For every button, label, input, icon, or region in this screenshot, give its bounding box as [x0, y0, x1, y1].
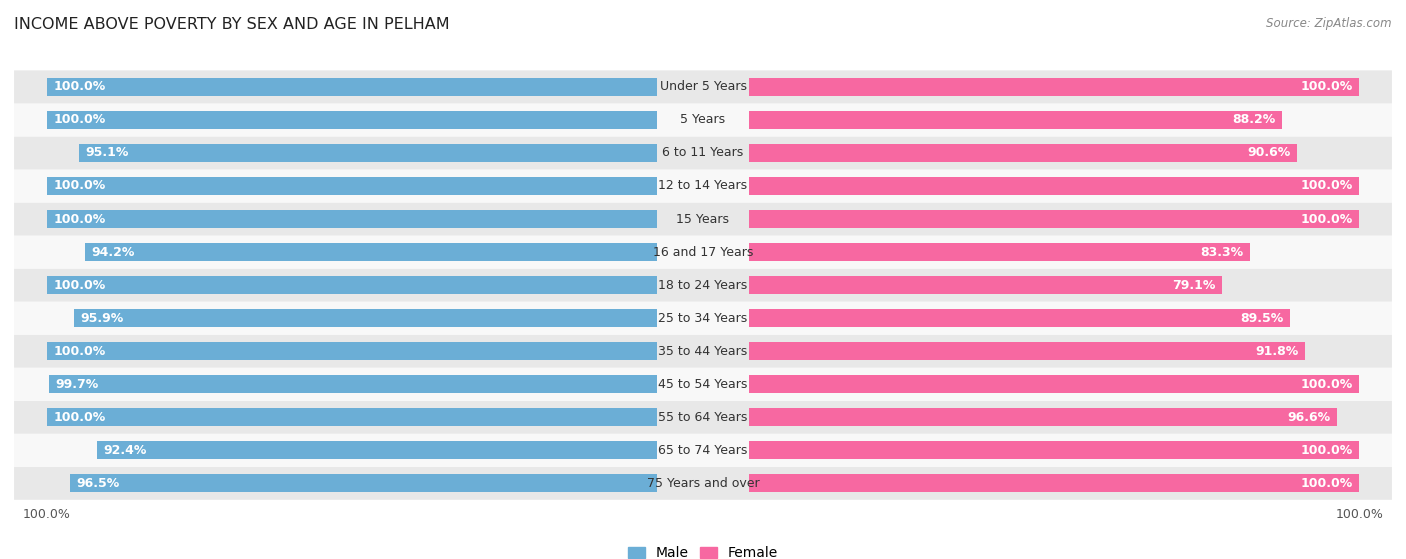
Text: 12 to 14 Years: 12 to 14 Years [658, 179, 748, 192]
Bar [749, 342, 1305, 360]
Bar [749, 408, 1337, 427]
Text: 95.1%: 95.1% [86, 146, 129, 159]
Text: 100.0%: 100.0% [53, 113, 105, 126]
Bar [749, 78, 1360, 96]
FancyBboxPatch shape [14, 169, 1392, 202]
Text: 91.8%: 91.8% [1256, 345, 1299, 358]
Bar [749, 243, 1250, 261]
Text: 96.6%: 96.6% [1286, 411, 1330, 424]
Bar [749, 111, 1282, 129]
Bar [46, 78, 657, 96]
Bar [73, 309, 657, 327]
FancyBboxPatch shape [14, 202, 1392, 235]
Text: 100.0%: 100.0% [53, 179, 105, 192]
Text: 55 to 64 Years: 55 to 64 Years [658, 411, 748, 424]
FancyBboxPatch shape [14, 467, 1392, 500]
Text: 88.2%: 88.2% [1232, 113, 1275, 126]
Text: 89.5%: 89.5% [1240, 311, 1284, 325]
Text: 100.0%: 100.0% [1301, 80, 1353, 93]
Bar [749, 441, 1360, 459]
Text: 100.0%: 100.0% [22, 508, 70, 521]
Bar [46, 210, 657, 228]
FancyBboxPatch shape [14, 434, 1392, 467]
Text: 100.0%: 100.0% [53, 212, 105, 225]
Bar [749, 210, 1360, 228]
Bar [749, 309, 1291, 327]
Bar [84, 243, 657, 261]
Text: 65 to 74 Years: 65 to 74 Years [658, 444, 748, 457]
Text: 100.0%: 100.0% [53, 80, 105, 93]
Text: 75 Years and over: 75 Years and over [647, 477, 759, 490]
Text: 92.4%: 92.4% [103, 444, 146, 457]
FancyBboxPatch shape [14, 103, 1392, 136]
Legend: Male, Female: Male, Female [623, 541, 783, 559]
Bar [79, 144, 657, 162]
Text: 83.3%: 83.3% [1199, 245, 1243, 259]
Text: Source: ZipAtlas.com: Source: ZipAtlas.com [1267, 17, 1392, 30]
Text: 6 to 11 Years: 6 to 11 Years [662, 146, 744, 159]
Bar [46, 408, 657, 427]
FancyBboxPatch shape [14, 136, 1392, 169]
FancyBboxPatch shape [14, 401, 1392, 434]
FancyBboxPatch shape [14, 368, 1392, 401]
Text: 90.6%: 90.6% [1247, 146, 1291, 159]
Text: 79.1%: 79.1% [1173, 278, 1215, 292]
Text: 100.0%: 100.0% [1301, 179, 1353, 192]
Bar [46, 111, 657, 129]
Text: 100.0%: 100.0% [1301, 477, 1353, 490]
Text: Under 5 Years: Under 5 Years [659, 80, 747, 93]
Bar [749, 177, 1360, 195]
FancyBboxPatch shape [14, 335, 1392, 368]
Bar [46, 342, 657, 360]
Text: INCOME ABOVE POVERTY BY SEX AND AGE IN PELHAM: INCOME ABOVE POVERTY BY SEX AND AGE IN P… [14, 17, 450, 32]
Text: 25 to 34 Years: 25 to 34 Years [658, 311, 748, 325]
Bar [749, 375, 1360, 394]
Bar [97, 441, 657, 459]
FancyBboxPatch shape [14, 268, 1392, 302]
FancyBboxPatch shape [14, 70, 1392, 103]
Text: 100.0%: 100.0% [53, 345, 105, 358]
Text: 99.7%: 99.7% [55, 378, 98, 391]
Text: 100.0%: 100.0% [53, 411, 105, 424]
Bar [749, 276, 1222, 294]
Bar [46, 177, 657, 195]
Text: 100.0%: 100.0% [1301, 212, 1353, 225]
Text: 5 Years: 5 Years [681, 113, 725, 126]
Text: 96.5%: 96.5% [76, 477, 120, 490]
Bar [749, 144, 1298, 162]
Text: 45 to 54 Years: 45 to 54 Years [658, 378, 748, 391]
Text: 100.0%: 100.0% [1301, 378, 1353, 391]
Text: 95.9%: 95.9% [80, 311, 124, 325]
Text: 18 to 24 Years: 18 to 24 Years [658, 278, 748, 292]
Text: 16 and 17 Years: 16 and 17 Years [652, 245, 754, 259]
FancyBboxPatch shape [14, 235, 1392, 268]
Text: 94.2%: 94.2% [91, 245, 135, 259]
Text: 100.0%: 100.0% [53, 278, 105, 292]
Text: 100.0%: 100.0% [1336, 508, 1384, 521]
Bar [749, 474, 1360, 492]
Text: 100.0%: 100.0% [1301, 444, 1353, 457]
Bar [70, 474, 657, 492]
FancyBboxPatch shape [14, 302, 1392, 335]
Bar [49, 375, 657, 394]
Text: 15 Years: 15 Years [676, 212, 730, 225]
Bar [46, 276, 657, 294]
Text: 35 to 44 Years: 35 to 44 Years [658, 345, 748, 358]
